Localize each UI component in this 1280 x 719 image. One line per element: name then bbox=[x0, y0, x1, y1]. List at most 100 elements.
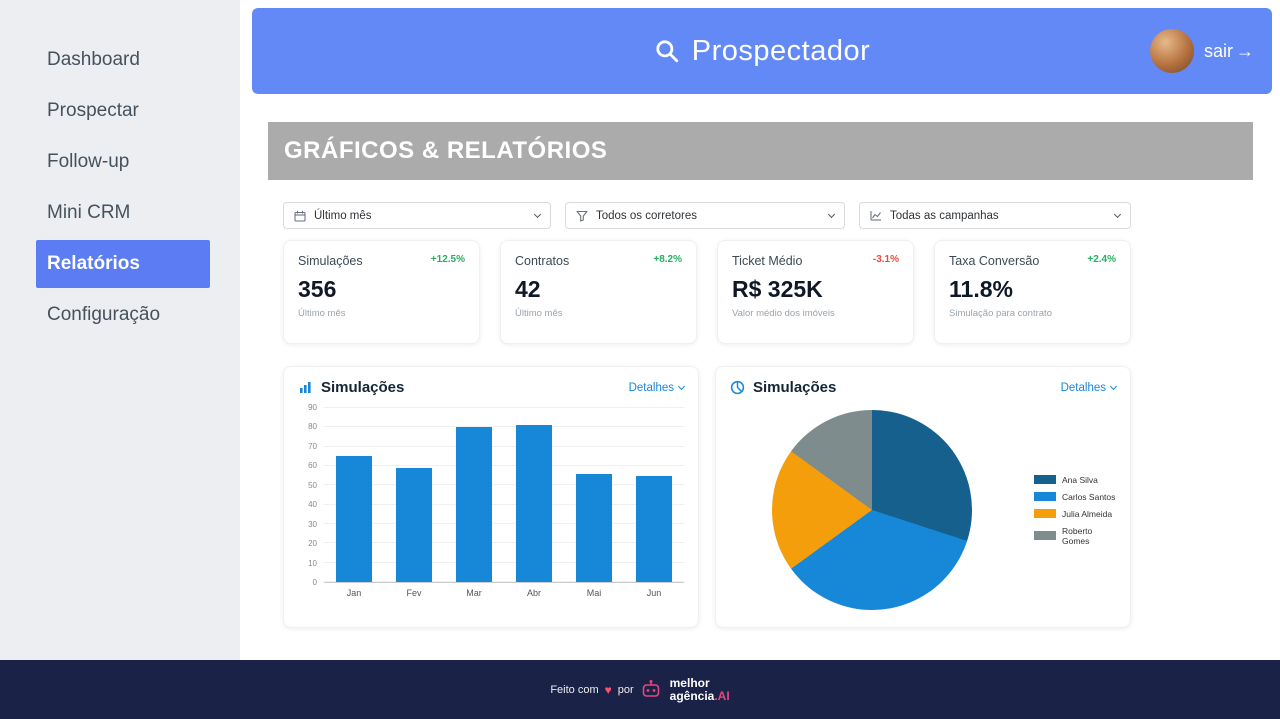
x-tick-label: Mar bbox=[466, 588, 482, 598]
bar bbox=[456, 427, 492, 582]
logout-label: sair bbox=[1203, 40, 1233, 61]
brand-logo: melhor agência.AI bbox=[670, 677, 730, 702]
legend-item: Carlos Santos bbox=[1034, 492, 1116, 502]
legend-label: Julia Almeida bbox=[1062, 508, 1113, 519]
heart-icon: ♥ bbox=[604, 682, 612, 697]
y-tick-label: 30 bbox=[308, 519, 317, 529]
y-tick-label: 50 bbox=[308, 480, 317, 490]
stat-value: 356 bbox=[298, 276, 337, 302]
bar-chart-icon bbox=[300, 382, 311, 393]
filter-corretores-value: Todos os corretores bbox=[596, 209, 697, 222]
footer-por: por bbox=[617, 683, 634, 696]
bar-chart: 0 10 20 30 40 50 60 70 80 90 bbox=[298, 403, 684, 587]
header-right: sair → bbox=[1149, 29, 1254, 73]
x-tick-label: Jun bbox=[646, 588, 662, 598]
stat-card-contratos: Contratos +8.2% 42 Último mês bbox=[500, 240, 697, 344]
filter-period-value: Último mês bbox=[314, 209, 372, 222]
filter-corretores-select[interactable]: Todos os corretores bbox=[565, 202, 845, 229]
filter-campanhas-value: Todas as campanhas bbox=[890, 209, 999, 222]
stat-subtitle: Simulação para contrato bbox=[949, 308, 1052, 319]
bar-chart-x-axis: Jan Fev Mar Abr Mai Jun bbox=[324, 588, 684, 598]
filter-campanhas-select[interactable]: Todas as campanhas bbox=[859, 202, 1131, 229]
bar bbox=[516, 425, 552, 582]
y-tick-label: 80 bbox=[308, 422, 317, 432]
chevron-down-icon bbox=[827, 210, 836, 219]
bar-chart-card: Simulações Detalhes 0 10 20 30 40 50 60 70 80 90 … bbox=[283, 366, 699, 628]
pie-chart-title: Simulações bbox=[753, 379, 837, 396]
avatar[interactable] bbox=[1149, 29, 1194, 73]
gridline bbox=[324, 484, 684, 486]
x-tick-label: Abr bbox=[526, 588, 541, 598]
stat-card-simulacoes: Simulações +12.5% 356 Último mês bbox=[283, 240, 480, 344]
stat-delta: -3.1% bbox=[872, 254, 899, 265]
stat-title: Contratos bbox=[515, 254, 570, 268]
sidebar-item-mini-crm[interactable]: Mini CRM bbox=[47, 202, 131, 223]
chevron-down-icon bbox=[533, 210, 542, 219]
filter-period-select[interactable]: Último mês bbox=[283, 202, 551, 229]
pie-chart-details-button[interactable]: Detalhes bbox=[1060, 381, 1118, 394]
pie-chart-legend: Ana Silva Carlos Santos Julia Almeida Rober… bbox=[1034, 475, 1116, 546]
gridline bbox=[324, 523, 684, 524]
stat-value: R$ 325K bbox=[732, 276, 823, 302]
bar-chart-details-button[interactable]: Detalhes bbox=[628, 381, 686, 394]
sidebar: Dashboard Prospectar Follow-up Mini CRM … bbox=[0, 0, 240, 660]
y-tick-label: 0 bbox=[312, 578, 317, 587]
legend-label: Ana Silva bbox=[1062, 474, 1098, 485]
sidebar-item-relatorios[interactable]: Relatórios bbox=[36, 240, 210, 288]
gridline bbox=[324, 465, 684, 466]
pie-chart-icon bbox=[730, 380, 745, 395]
logout-arrow-icon: → bbox=[1236, 40, 1254, 61]
details-label: Detalhes bbox=[1060, 381, 1106, 394]
chevron-down-icon bbox=[677, 382, 686, 391]
logout-link[interactable]: sair → bbox=[1204, 41, 1254, 62]
legend-swatch bbox=[1034, 492, 1056, 501]
bar bbox=[636, 475, 672, 582]
pie-chart-card: Simulações Detalhes Ana Silva Carlos Sant… bbox=[715, 366, 1131, 628]
legend-swatch bbox=[1034, 509, 1056, 518]
pie-chart-area: Ana Silva Carlos Santos Julia Almeida Rober… bbox=[730, 410, 1116, 610]
stat-value: 11.8% bbox=[949, 276, 1013, 302]
bar bbox=[396, 467, 432, 582]
pie-chart bbox=[772, 410, 972, 610]
stat-card-taxa-conversao: Taxa Conversão +2.4% 11.8% Simulação par… bbox=[934, 240, 1131, 344]
legend-item: Roberto Gomes bbox=[1034, 526, 1116, 546]
details-label: Detalhes bbox=[628, 381, 674, 394]
page-title: Prospectador bbox=[691, 34, 871, 67]
stat-title: Simulações bbox=[298, 254, 363, 268]
campaign-chart-icon bbox=[870, 210, 881, 221]
stat-delta: +8.2% bbox=[653, 254, 682, 265]
page-title-wrap: Prospectador bbox=[252, 8, 1272, 94]
gridline bbox=[324, 581, 684, 582]
sidebar-item-follow-up[interactable]: Follow-up bbox=[47, 151, 130, 172]
legend-label: Carlos Santos bbox=[1062, 491, 1116, 502]
brand-logo-suffix: .AI bbox=[714, 688, 730, 703]
stats-row: Simulações +12.5% 356 Último mês Contrat… bbox=[283, 240, 1131, 344]
gridline bbox=[324, 407, 684, 408]
sidebar-item-dashboard[interactable]: Dashboard bbox=[47, 49, 140, 70]
legend-swatch bbox=[1034, 531, 1056, 540]
search-icon bbox=[656, 40, 678, 63]
bar-chart-y-axis: 0 10 20 30 40 50 60 70 80 90 bbox=[298, 403, 324, 587]
calendar-icon bbox=[294, 210, 306, 222]
legend-label: Roberto Gomes bbox=[1062, 525, 1093, 546]
y-tick-label: 40 bbox=[308, 500, 317, 510]
brand-logo-line2: agência.AI bbox=[669, 688, 730, 703]
footer: Feito com ♥ por melhor agência.AI bbox=[0, 660, 1280, 719]
robot-logo-icon bbox=[642, 679, 659, 697]
chevron-down-icon bbox=[1109, 382, 1118, 391]
stat-card-ticket-medio: Ticket Médio -3.1% R$ 325K Valor médio d… bbox=[717, 240, 914, 344]
bar-chart-title: Simulações bbox=[321, 379, 405, 396]
app-header: Prospectador sair → bbox=[252, 8, 1272, 94]
gridline bbox=[324, 542, 684, 544]
bar-chart-plot bbox=[324, 407, 684, 583]
stat-title: Ticket Médio bbox=[732, 254, 803, 268]
sidebar-item-prospectar[interactable]: Prospectar bbox=[47, 100, 139, 121]
stat-delta: +12.5% bbox=[430, 254, 465, 265]
section-banner: GRÁFICOS & RELATÓRIOS bbox=[268, 122, 1253, 180]
chevron-down-icon bbox=[1113, 210, 1122, 219]
main-content: Prospectador sair → GRÁFICOS & RELATÓRIO… bbox=[240, 0, 1280, 660]
legend-item: Ana Silva bbox=[1034, 475, 1116, 485]
legend-item: Julia Almeida bbox=[1034, 509, 1116, 519]
sidebar-item-configuracao[interactable]: Configuração bbox=[47, 304, 161, 325]
